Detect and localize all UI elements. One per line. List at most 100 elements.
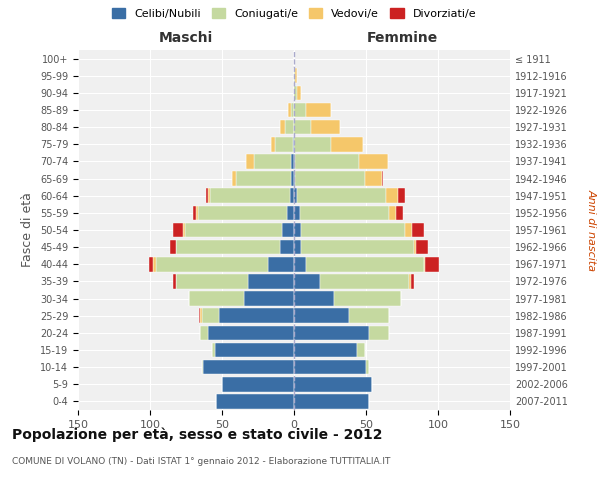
Bar — [365, 172, 382, 186]
Bar — [149, 257, 153, 272]
Y-axis label: Fasce di età: Fasce di età — [22, 192, 34, 268]
Bar — [389, 206, 396, 220]
Bar — [366, 360, 369, 374]
Bar — [349, 308, 389, 323]
Bar — [294, 172, 295, 186]
Bar — [331, 137, 363, 152]
Bar — [185, 222, 283, 238]
Text: Femmine: Femmine — [367, 31, 437, 45]
Bar — [301, 222, 405, 238]
Bar — [211, 188, 290, 203]
Bar — [268, 257, 294, 272]
Bar — [294, 240, 301, 254]
Bar — [382, 172, 383, 186]
Bar — [294, 154, 295, 168]
Bar — [275, 137, 293, 152]
Bar — [413, 240, 416, 254]
Bar — [200, 308, 202, 323]
Bar — [294, 274, 320, 288]
Bar — [294, 257, 305, 272]
Bar — [283, 222, 294, 238]
Bar — [294, 292, 334, 306]
Bar — [294, 86, 297, 100]
Text: COMUNE DI VOLANO (TN) - Dati ISTAT 1° gennaio 2012 - Elaborazione TUTTITALIA.IT: COMUNE DI VOLANO (TN) - Dati ISTAT 1° ge… — [12, 458, 391, 466]
Bar — [183, 222, 185, 238]
Bar — [300, 206, 389, 220]
Bar — [219, 308, 294, 323]
Bar — [193, 206, 196, 220]
Bar — [294, 308, 349, 323]
Bar — [173, 274, 176, 288]
Bar — [248, 274, 294, 288]
Bar — [202, 308, 219, 323]
Bar — [294, 360, 366, 374]
Bar — [334, 292, 401, 306]
Bar — [199, 308, 200, 323]
Bar — [294, 188, 297, 203]
Bar — [294, 137, 331, 152]
Bar — [247, 154, 254, 168]
Bar — [291, 102, 294, 118]
Bar — [412, 222, 424, 238]
Bar — [153, 257, 156, 272]
Bar — [197, 206, 287, 220]
Bar — [416, 240, 428, 254]
Bar — [236, 172, 291, 186]
Bar — [294, 342, 358, 357]
Bar — [208, 188, 211, 203]
Bar — [294, 326, 369, 340]
Bar — [222, 377, 294, 392]
Bar — [305, 257, 424, 272]
Bar — [288, 102, 291, 118]
Bar — [294, 68, 295, 83]
Legend: Celibi/Nubili, Coniugati/e, Vedovi/e, Divorziati/e: Celibi/Nubili, Coniugati/e, Vedovi/e, Di… — [109, 5, 479, 22]
Bar — [170, 240, 176, 254]
Bar — [212, 342, 215, 357]
Bar — [215, 342, 294, 357]
Bar — [290, 188, 294, 203]
Bar — [295, 154, 359, 168]
Bar — [294, 377, 372, 392]
Bar — [208, 326, 294, 340]
Bar — [405, 222, 412, 238]
Bar — [244, 292, 294, 306]
Bar — [176, 274, 248, 288]
Bar — [410, 274, 413, 288]
Bar — [409, 274, 410, 288]
Bar — [173, 222, 183, 238]
Bar — [386, 188, 398, 203]
Bar — [398, 188, 405, 203]
Bar — [254, 154, 291, 168]
Bar — [203, 360, 294, 374]
Bar — [287, 206, 294, 220]
Bar — [359, 154, 388, 168]
Bar — [206, 188, 208, 203]
Bar — [294, 102, 305, 118]
Bar — [424, 257, 425, 272]
Bar — [294, 222, 301, 238]
Bar — [369, 326, 389, 340]
Text: Popolazione per età, sesso e stato civile - 2012: Popolazione per età, sesso e stato civil… — [12, 428, 383, 442]
Bar — [291, 154, 294, 168]
Bar — [196, 206, 197, 220]
Bar — [216, 394, 294, 408]
Bar — [294, 394, 369, 408]
Bar — [425, 257, 439, 272]
Bar — [295, 68, 297, 83]
Bar — [295, 172, 365, 186]
Bar — [291, 172, 294, 186]
Bar — [286, 120, 294, 134]
Bar — [294, 206, 300, 220]
Text: Anni di nascita: Anni di nascita — [587, 189, 597, 271]
Bar — [311, 120, 340, 134]
Bar — [280, 240, 294, 254]
Bar — [200, 326, 208, 340]
Bar — [189, 292, 244, 306]
Bar — [301, 240, 413, 254]
Bar — [320, 274, 409, 288]
Bar — [156, 257, 268, 272]
Bar — [271, 137, 275, 152]
Bar — [280, 120, 286, 134]
Bar — [294, 120, 311, 134]
Bar — [358, 342, 365, 357]
